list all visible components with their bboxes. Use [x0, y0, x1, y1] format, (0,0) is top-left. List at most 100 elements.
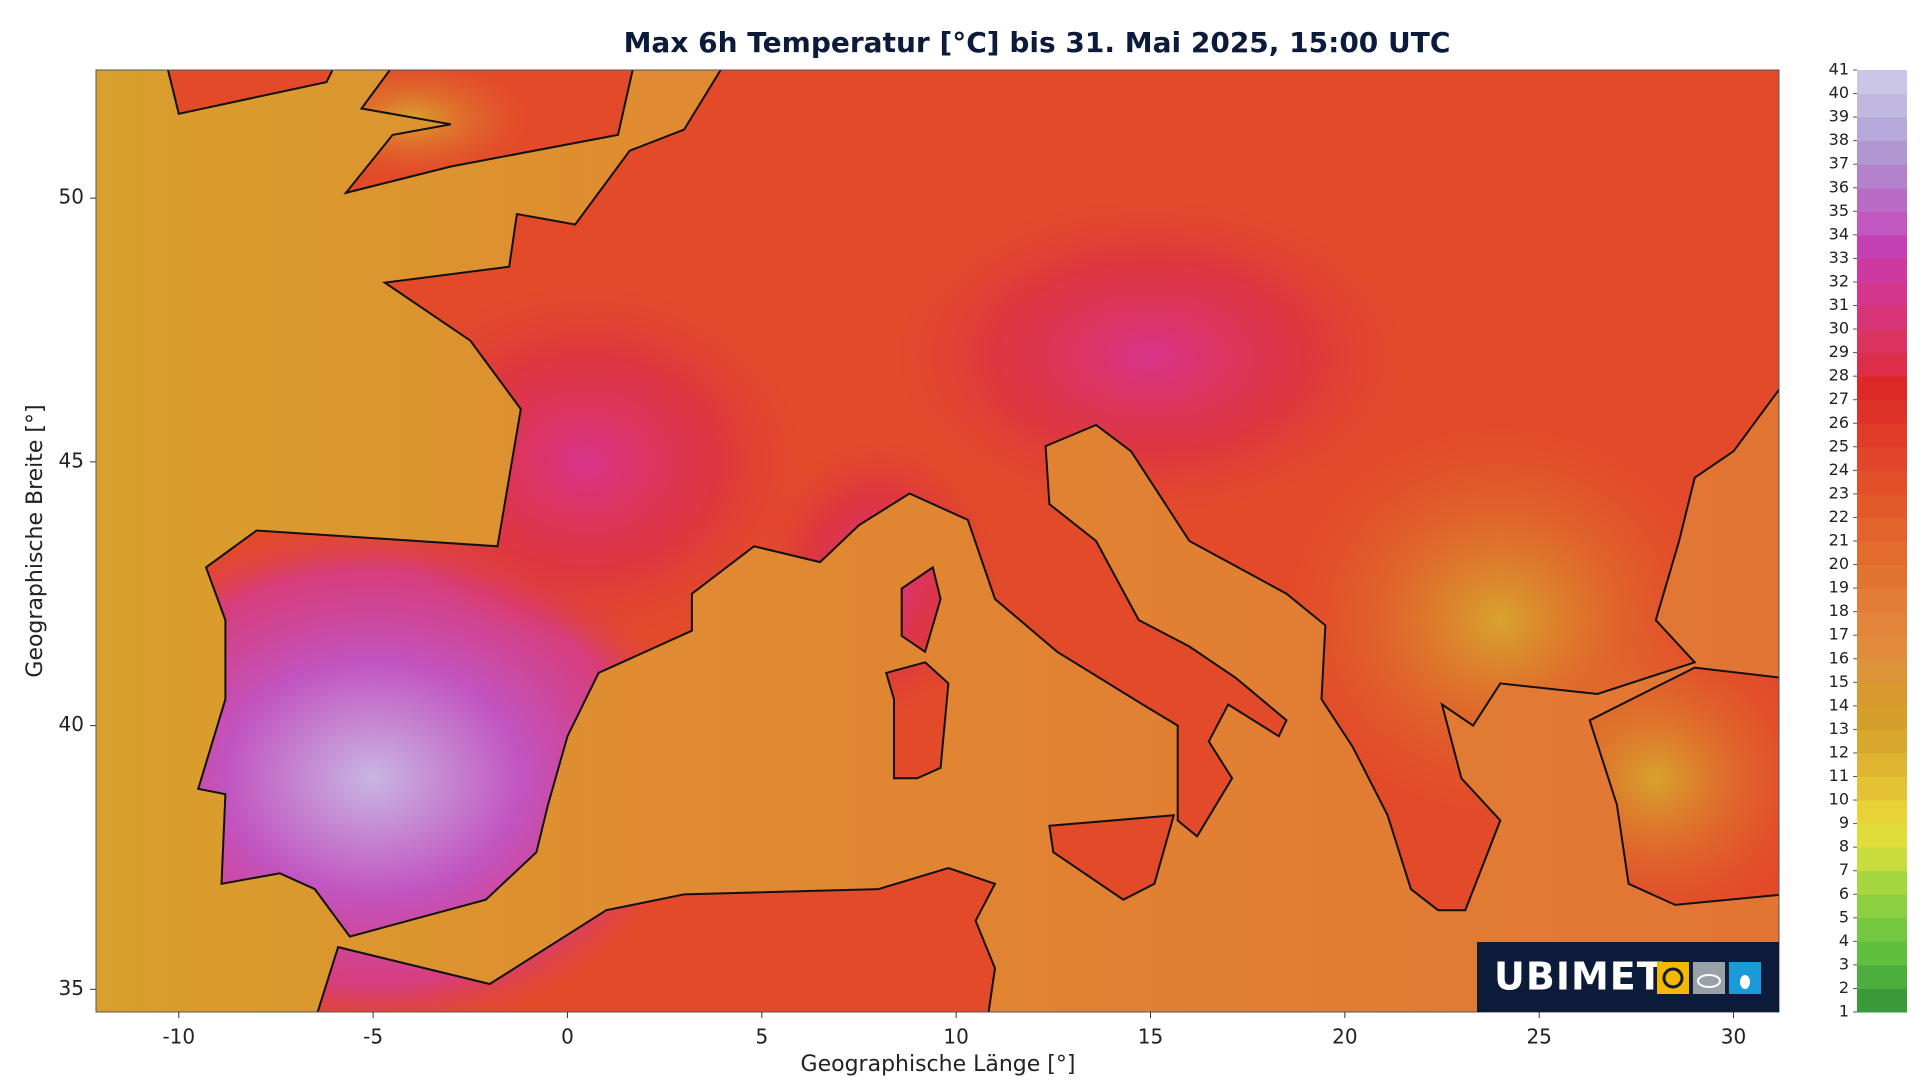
- land-ireland: [168, 70, 333, 114]
- colorbar-segment: [1857, 305, 1907, 330]
- colorbar-segment: [1857, 541, 1907, 566]
- colorbar-segment: [1857, 140, 1907, 165]
- x-tick-label: 5: [755, 1025, 768, 1049]
- colorbar-label: 6: [1839, 884, 1849, 903]
- colorbar-label: 16: [1829, 648, 1849, 667]
- coastline: [884, 661, 950, 780]
- colorbar-segment: [1857, 847, 1907, 872]
- colorbar-label: 41: [1829, 60, 1849, 79]
- colorbar-label: 7: [1839, 860, 1849, 879]
- colorbar-segment: [1857, 493, 1907, 518]
- map: [96, 70, 1779, 1012]
- colorbar-label: 14: [1829, 695, 1849, 714]
- colorbar-segment: [1857, 70, 1907, 95]
- colorbar-label: 36: [1829, 177, 1849, 196]
- y-tick-label: 35: [59, 976, 84, 1000]
- colorbar-label: 33: [1829, 248, 1849, 267]
- colorbar-label: 2: [1839, 978, 1849, 997]
- colorbar-label: 4: [1839, 931, 1849, 950]
- colorbar-label: 17: [1829, 625, 1849, 644]
- colorbar-label: 3: [1839, 954, 1849, 973]
- colorbar-label: 9: [1839, 813, 1849, 832]
- x-tick-label: 15: [1138, 1025, 1163, 1049]
- colorbar-label: 25: [1829, 436, 1849, 455]
- sun-icon: [1657, 962, 1689, 994]
- colorbar-label: 18: [1829, 601, 1849, 620]
- colorbar-segment: [1857, 352, 1907, 377]
- colorbar-label: 23: [1829, 483, 1849, 502]
- colorbar-label: 38: [1829, 130, 1849, 149]
- colorbar-label: 31: [1829, 295, 1849, 314]
- colorbar-label: 11: [1829, 766, 1849, 785]
- colorbar-segment: [1857, 682, 1907, 707]
- x-tick-label: 0: [561, 1025, 574, 1049]
- colorbar-label: 30: [1829, 319, 1849, 338]
- colorbar-segment: [1857, 423, 1907, 448]
- coastline: [196, 70, 1779, 938]
- colorbar-segment: [1857, 729, 1907, 754]
- logo-background: [1477, 942, 1779, 1012]
- x-tick-label: 25: [1526, 1025, 1551, 1049]
- colorbar-segment: [1857, 800, 1907, 825]
- colorbar-segment: [1857, 964, 1907, 989]
- y-tick-label: 45: [59, 448, 84, 472]
- land-sicily: [1049, 815, 1174, 900]
- coastline: [1048, 814, 1176, 901]
- colorbar-segment: [1857, 705, 1907, 730]
- colorbar-segment: [1857, 446, 1907, 471]
- colorbar-segment: [1857, 611, 1907, 636]
- colorbar-label: 24: [1829, 460, 1849, 479]
- colorbar-segment: [1857, 588, 1907, 613]
- plot-frame: [95, 69, 1780, 1013]
- colorbar-label: 39: [1829, 107, 1849, 126]
- cloud-glyph: [1697, 974, 1721, 988]
- colorbar-label: 8: [1839, 837, 1849, 856]
- coastline: [1588, 666, 1779, 906]
- logo-box: UBIMET: [1477, 942, 1779, 1012]
- colorbar-label: 19: [1829, 578, 1849, 597]
- colorbar-label: 32: [1829, 271, 1849, 290]
- colorbar-segment: [1857, 376, 1907, 401]
- colorbar-segment: [1857, 117, 1907, 142]
- x-tick-label: -5: [363, 1025, 383, 1049]
- colorbar-label: 28: [1829, 366, 1849, 385]
- colorbar-segment: [1857, 470, 1907, 495]
- colorbar-segment: [1857, 894, 1907, 919]
- x-tick-label: 30: [1721, 1025, 1746, 1049]
- colorbar-segment: [1857, 399, 1907, 424]
- colorbar-segment: [1857, 917, 1907, 942]
- colorbar-segment: [1857, 635, 1907, 660]
- colorbar-segment: [1857, 234, 1907, 259]
- drop-glyph: [1740, 975, 1750, 989]
- y-axis-label: Geographische Breite [°]: [23, 404, 48, 677]
- colorbar-segment: [1857, 517, 1907, 542]
- y-tick-label: 40: [59, 712, 84, 736]
- colorbar-segment: [1857, 211, 1907, 236]
- colorbar-label: 1: [1839, 1002, 1849, 1021]
- colorbar-segment: [1857, 164, 1907, 189]
- colorbar-segment: [1857, 93, 1907, 118]
- colorbar-segment: [1857, 941, 1907, 966]
- colorbar-segment: [1857, 870, 1907, 895]
- colorbar-segment: [1857, 329, 1907, 354]
- coastline: [166, 70, 334, 115]
- colorbar-label: 5: [1839, 907, 1849, 926]
- colorbar-segment: [1857, 281, 1907, 306]
- coastline: [316, 866, 997, 1012]
- temperature-area: [890, 196, 1411, 517]
- y-tick-label: 50: [59, 185, 84, 209]
- colorbar-label: 10: [1829, 790, 1849, 809]
- colorbar-label: 37: [1829, 154, 1849, 173]
- colorbar-label: 40: [1829, 83, 1849, 102]
- chart-title: Max 6h Temperatur [°C] bis 31. Mai 2025,…: [624, 26, 1451, 59]
- colorbar-segment: [1857, 988, 1907, 1013]
- x-axis-label: Geographische Länge [°]: [801, 1052, 1076, 1077]
- colorbar-segment: [1857, 752, 1907, 777]
- colorbar-label: 26: [1829, 413, 1849, 432]
- colorbar-label: 35: [1829, 201, 1849, 220]
- colorbar-label: 29: [1829, 342, 1849, 361]
- colorbar-segment: [1857, 187, 1907, 212]
- colorbar-segment: [1857, 258, 1907, 283]
